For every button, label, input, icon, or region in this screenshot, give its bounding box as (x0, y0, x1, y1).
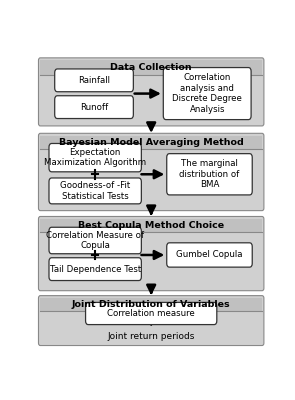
Text: Tail Dependence Test: Tail Dependence Test (50, 265, 141, 274)
FancyBboxPatch shape (163, 68, 251, 120)
Text: Best Copula Method Choice: Best Copula Method Choice (78, 221, 224, 230)
FancyBboxPatch shape (49, 144, 141, 172)
FancyBboxPatch shape (55, 69, 133, 92)
FancyBboxPatch shape (38, 133, 264, 211)
FancyBboxPatch shape (38, 58, 264, 126)
FancyBboxPatch shape (49, 178, 141, 204)
Text: Runoff: Runoff (80, 103, 108, 112)
FancyBboxPatch shape (86, 302, 217, 324)
Text: Bayesian Model Averaging Method: Bayesian Model Averaging Method (59, 138, 244, 147)
FancyBboxPatch shape (167, 154, 252, 195)
FancyBboxPatch shape (167, 243, 252, 267)
Bar (40, 219, 262, 232)
Text: Joint return periods: Joint return periods (107, 332, 195, 342)
Text: Joint Distribution of Variables: Joint Distribution of Variables (72, 300, 230, 309)
Text: Expectation
Maximization Algorithm: Expectation Maximization Algorithm (44, 148, 146, 167)
Text: Goodness-of -Fit
Statistical Tests: Goodness-of -Fit Statistical Tests (60, 181, 130, 201)
FancyBboxPatch shape (55, 96, 133, 118)
Bar (40, 60, 262, 75)
Bar (40, 298, 262, 311)
Bar (40, 136, 262, 149)
FancyBboxPatch shape (49, 258, 141, 280)
Text: Gumbel Copula: Gumbel Copula (176, 250, 243, 260)
Text: Data Collection: Data Collection (110, 63, 192, 72)
Text: The marginal
distribution of
BMA: The marginal distribution of BMA (179, 159, 240, 189)
Text: Rainfall: Rainfall (78, 76, 110, 85)
Text: Correlation
analysis and
Discrete Degree
Analysis: Correlation analysis and Discrete Degree… (172, 74, 242, 114)
FancyBboxPatch shape (49, 227, 141, 254)
Text: Correlation measure: Correlation measure (107, 309, 195, 318)
FancyBboxPatch shape (38, 216, 264, 291)
Text: Correlation Measure of
Copula: Correlation Measure of Copula (46, 231, 144, 250)
FancyBboxPatch shape (38, 296, 264, 346)
